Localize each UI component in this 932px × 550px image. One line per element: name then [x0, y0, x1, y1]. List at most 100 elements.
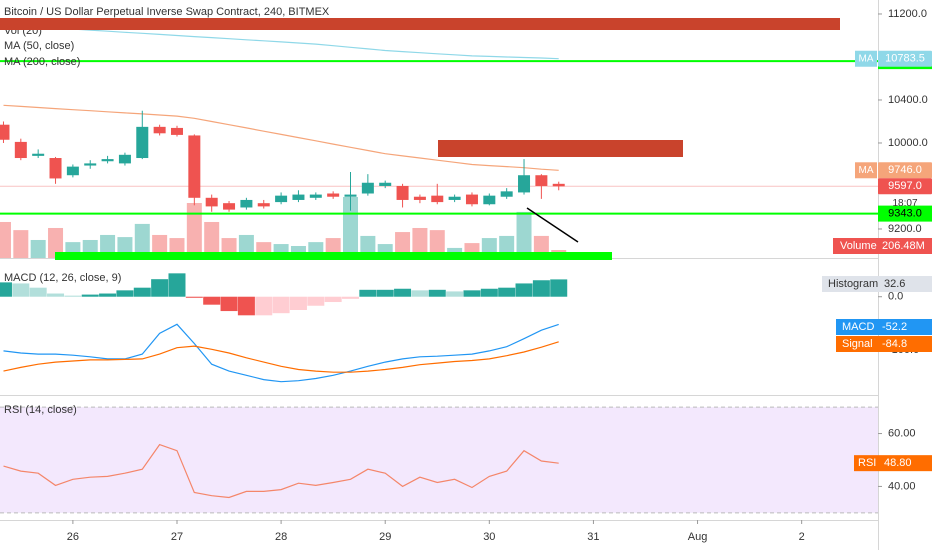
volume-bar	[412, 227, 428, 258]
histogram-bar	[47, 293, 65, 297]
y-tick-label: 10000.0	[888, 137, 928, 149]
series-tag-bg	[836, 319, 932, 335]
candle-body	[240, 199, 253, 208]
volume-bar	[48, 227, 64, 258]
series-tag: RSI	[858, 457, 876, 469]
y-tick-label: 11200.0	[888, 8, 927, 20]
candle-body	[275, 195, 288, 203]
histogram-bar	[376, 289, 394, 297]
x-tick-label: Aug	[688, 531, 708, 543]
x-tick-label: 30	[483, 531, 495, 543]
histogram-bar	[289, 296, 307, 310]
histogram-bar	[480, 288, 498, 297]
series-tag: MA	[859, 53, 874, 64]
histogram-bar	[359, 289, 377, 297]
candle-body	[413, 196, 426, 200]
histogram-bar	[99, 293, 117, 297]
pane-title: RSI (14, close)	[4, 404, 77, 416]
volume-bar	[343, 197, 359, 258]
histogram-bar	[463, 290, 481, 297]
series-tag: MA	[859, 165, 874, 176]
series-last-value: 10783.5	[885, 53, 925, 65]
volume-bar	[516, 211, 532, 258]
histogram-bar	[255, 296, 273, 316]
histogram-bar	[12, 283, 30, 297]
volume-tag-bg	[833, 238, 932, 254]
histogram-bar	[446, 291, 464, 297]
candle-body	[205, 197, 218, 207]
volume-bar	[0, 221, 11, 258]
candle-body	[465, 194, 478, 205]
candle-body	[136, 126, 149, 159]
chart-title: Bitcoin / US Dollar Perpetual Inverse Sw…	[4, 6, 330, 18]
indicator-line	[3, 443, 559, 499]
series-tag-bg	[854, 455, 932, 472]
pane-title: MACD (12, 26, close, 9)	[4, 272, 121, 284]
countdown: 18:07	[892, 198, 917, 209]
histogram-bar	[133, 287, 151, 297]
series-tag: Signal	[842, 338, 873, 350]
rsi-band	[0, 407, 878, 513]
x-tick-label: 2	[799, 531, 805, 543]
series-last-value-bg	[878, 162, 932, 179]
histogram-tag-bg	[822, 276, 932, 292]
volume-bar	[429, 230, 445, 258]
candle-body	[518, 175, 531, 193]
histogram-bar	[151, 279, 169, 297]
x-tick-label: 26	[67, 531, 79, 543]
histogram-bar	[307, 296, 325, 306]
candle-body	[431, 195, 444, 203]
candle-body	[483, 195, 496, 205]
candle-body	[84, 163, 97, 166]
x-tick-label: 28	[275, 531, 287, 543]
histogram-bar	[185, 296, 203, 298]
histogram-bar	[411, 290, 429, 297]
histogram-bar	[532, 280, 550, 297]
histogram-bar	[220, 296, 238, 312]
y-tick-label: 60.00	[888, 427, 916, 439]
drawing-trend-line	[526, 207, 579, 243]
series-last-value-bg	[878, 50, 932, 67]
x-tick-label: 27	[171, 531, 183, 543]
moving-average-line	[3, 24, 559, 60]
histogram-bar	[168, 273, 186, 297]
candle-body	[0, 124, 10, 140]
candle-body	[101, 159, 114, 162]
histogram-last-value: 32.6	[884, 278, 905, 290]
candle-body	[552, 183, 565, 187]
indicator-line	[3, 341, 559, 373]
legend-entry: MA (50, close)	[4, 40, 74, 52]
histogram-bar	[81, 294, 99, 297]
series-last-value: -84.8	[882, 338, 907, 350]
candle-body	[344, 194, 357, 197]
histogram-bar	[0, 282, 12, 297]
candle-body	[14, 141, 27, 159]
volume-bar	[13, 230, 29, 258]
histogram-bar	[29, 287, 47, 297]
histogram-bar	[394, 288, 412, 297]
series-tag-bg	[855, 162, 877, 179]
volume-tag: Volume	[840, 240, 877, 252]
histogram-bar	[324, 296, 342, 303]
candle-body	[32, 153, 45, 156]
legend-entry: MA (200, close)	[4, 56, 80, 68]
volume-last-value: 206.48M	[882, 240, 925, 252]
y-tick-label: 9200.0	[888, 223, 922, 235]
series-tag-bg	[855, 50, 877, 67]
series-tag-bg	[836, 336, 932, 352]
histogram-bar	[203, 296, 221, 305]
candle-body	[361, 182, 374, 194]
histogram-bar	[342, 296, 360, 299]
histogram-tag: Histogram	[828, 278, 878, 290]
series-last-value: 48.80	[884, 457, 912, 469]
candle-body	[292, 194, 305, 200]
histogram-bar	[498, 287, 516, 297]
candle-body	[396, 185, 409, 200]
level-badge-bg	[878, 205, 932, 222]
candle-body	[257, 203, 270, 207]
volume-bar	[204, 221, 220, 258]
histogram-bar	[116, 290, 134, 297]
drawing-rectangle	[0, 18, 840, 30]
series-last-value: -52.2	[882, 321, 907, 333]
